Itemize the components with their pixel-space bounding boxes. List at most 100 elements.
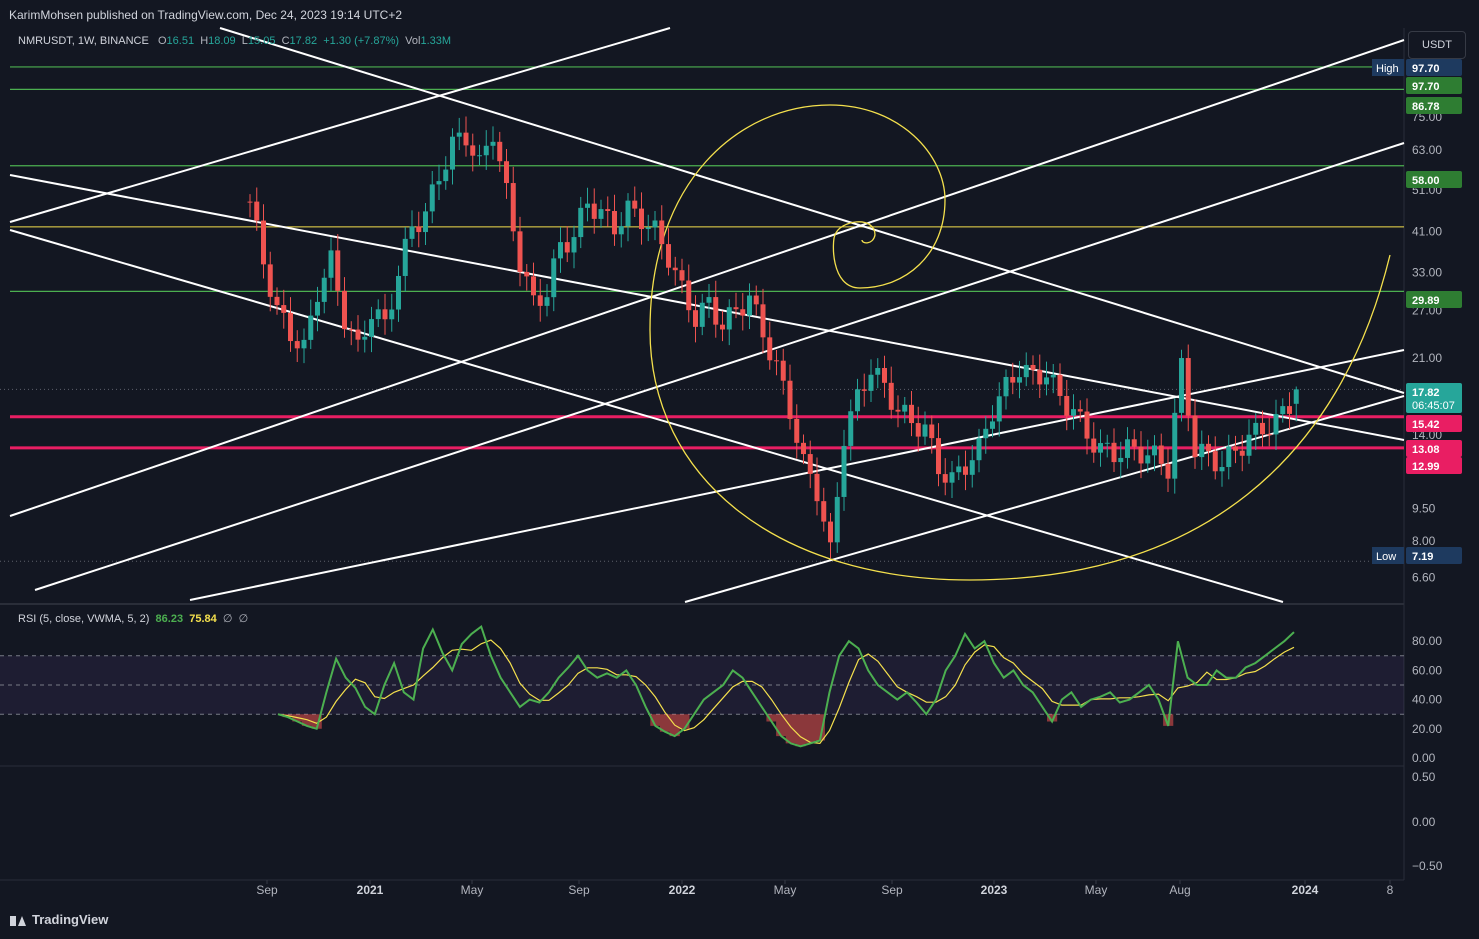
candle-body [760,304,766,338]
candle-body [382,309,388,320]
candle-body [1246,434,1252,456]
price-tick: 21.00 [1412,351,1442,365]
candle-body [706,297,712,303]
candle-body [1226,446,1232,468]
rsi-tick: 20.00 [1412,722,1442,736]
price-legend: NMRUSDT, 1W, BINANCE O16.51 H18.09 L15.0… [18,35,451,47]
candle-body [1118,457,1124,463]
price-tick: 41.00 [1412,224,1442,238]
price-label-bg [1406,97,1462,114]
candle-body [1206,443,1211,452]
price-label-bg [1406,291,1462,308]
currency-label: USDT [1422,39,1452,51]
candle-body [456,132,462,137]
candle-body [666,244,671,268]
price-label-badge: 58.00 [1406,171,1462,188]
tradingview-logo[interactable]: TradingView [10,912,108,927]
trend-line [34,142,1405,591]
candle-body [922,424,928,437]
candle-body [362,336,368,340]
candle-body [1172,412,1178,479]
candle-body [1010,376,1016,383]
candle-body [740,309,746,316]
candle-body [328,250,334,278]
price-label-bg [1406,440,1462,457]
rsi-flag-1: ∅ [222,613,233,625]
candle-body [1273,414,1279,435]
publisher-text: KarimMohsen published on TradingView.com… [9,8,403,22]
time-tick: 2023 [981,883,1008,897]
candle-body [301,339,307,349]
candle-body [1084,411,1090,439]
close-label: C [281,35,290,47]
candle-body [659,220,665,245]
candle-body [389,309,395,320]
price-tick: 6.60 [1412,571,1436,585]
osc-tick: 0.50 [1412,770,1436,784]
price-label-value: 12.99 [1412,461,1440,473]
price-label-badge: 29.89 [1406,291,1462,308]
candle-body [1050,374,1056,378]
candle-body [834,496,840,543]
price-label-bg [1406,383,1462,413]
time-tick: 2021 [357,883,384,897]
candle-body [645,227,651,230]
rsi-tick: 40.00 [1412,693,1442,707]
candle-body [618,226,624,235]
candle-body [1158,445,1164,464]
candle-body [1287,406,1292,414]
candle-body [247,201,253,203]
rsi-tick: 80.00 [1412,634,1442,648]
candle-body [1104,442,1110,444]
candle-body [801,442,806,455]
candle-body [1199,443,1205,458]
candle-body [733,307,739,310]
candle-body [699,302,705,327]
candle-body [490,141,496,146]
candle-body [274,296,280,306]
time-tick: Sep [881,883,903,897]
candle-body [1212,451,1218,472]
candle-body [470,145,476,156]
candle-body [828,521,833,543]
symbol-label[interactable]: NMRUSDT, 1W, BINANCE [18,35,149,47]
candle-body [1111,442,1117,463]
candle-body [288,312,293,342]
candle-body [652,220,658,228]
price-label-value: 17.82 [1412,387,1440,399]
candle-body [625,200,631,227]
candle-body [956,466,962,473]
rsi-tick: 0.00 [1412,751,1436,765]
price-label-badge: 86.78 [1406,97,1462,114]
candle-body [1239,450,1245,456]
low-value: 15.05 [247,35,276,47]
candle-body [321,277,327,302]
candle-body [348,329,354,331]
high-value: 18.09 [208,35,236,47]
high-label: H [200,35,209,47]
candle-body [929,424,935,439]
trend-line [684,395,1405,603]
candle-body [821,501,827,522]
close-value: 17.82 [289,35,318,47]
rsi-signal-line [277,639,1295,745]
osc-tick: 0.00 [1412,815,1436,829]
candle-body [1293,389,1299,404]
candle-body [1064,395,1070,416]
price-label-badge: 97.70 [1406,77,1462,94]
price-label-bg [1406,171,1462,188]
candle-body [544,297,550,306]
candle-body [598,209,604,219]
candle-body [936,438,941,475]
currency-selector[interactable]: USDT [1408,31,1466,59]
price-label-prefix: Low [1376,551,1396,563]
candle-body [767,337,773,361]
candle-body [814,473,820,502]
time-tick: 8 [1387,883,1394,897]
candle-body [504,161,509,184]
rsi-name[interactable]: RSI (5, close, VWMA, 5, 2) [18,613,150,625]
candle-body [1233,446,1238,451]
volume-value: 1.33M [420,35,452,47]
candle-body [1179,358,1184,413]
